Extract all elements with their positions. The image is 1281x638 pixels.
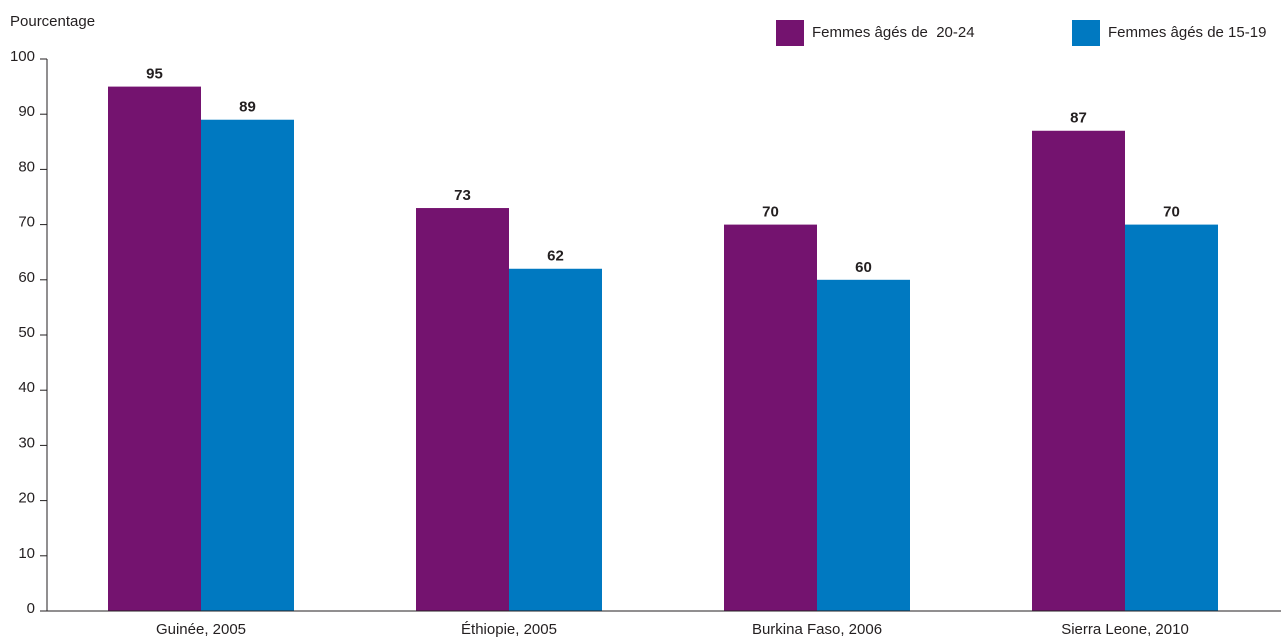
y-tick-label: 10: [18, 545, 35, 562]
bar: [416, 208, 509, 612]
value-label: 70: [1163, 204, 1180, 221]
y-tick-label: 40: [18, 379, 35, 396]
y-tick-label: 60: [18, 269, 35, 286]
y-tick-label: 30: [18, 434, 35, 451]
y-tick-label: 20: [18, 490, 35, 507]
y-tick-label: 100: [10, 48, 35, 65]
x-tick-label: Sierra Leone, 2010: [1061, 621, 1189, 638]
legend-label: Femmes âgés de 20-24: [812, 24, 975, 41]
bar: [1032, 130, 1125, 611]
value-label: 60: [855, 259, 872, 276]
y-tick-label: 70: [18, 214, 35, 231]
bar: [509, 268, 602, 611]
bar: [817, 279, 910, 611]
value-label: 87: [1070, 110, 1087, 127]
bar: [108, 86, 201, 612]
x-tick-label: Guinée, 2005: [156, 621, 246, 638]
value-label: 95: [146, 66, 163, 83]
bar: [1125, 224, 1218, 611]
value-label: 62: [547, 248, 564, 265]
x-tick-label: Éthiopie, 2005: [461, 621, 557, 638]
value-label: 73: [454, 187, 471, 204]
value-label: 89: [239, 99, 256, 116]
value-label: 70: [762, 204, 779, 221]
x-tick-label: Burkina Faso, 2006: [752, 621, 882, 638]
y-tick-label: 90: [18, 103, 35, 120]
bar: [724, 224, 817, 611]
y-tick-label: 0: [27, 600, 35, 617]
legend-swatch: [776, 20, 804, 46]
y-tick-label: 50: [18, 324, 35, 341]
bar: [201, 119, 294, 611]
legend-label: Femmes âgés de 15-19: [1108, 24, 1266, 41]
y-axis-label: Pourcentage: [10, 13, 95, 30]
legend-swatch: [1072, 20, 1100, 46]
y-tick-label: 80: [18, 158, 35, 175]
